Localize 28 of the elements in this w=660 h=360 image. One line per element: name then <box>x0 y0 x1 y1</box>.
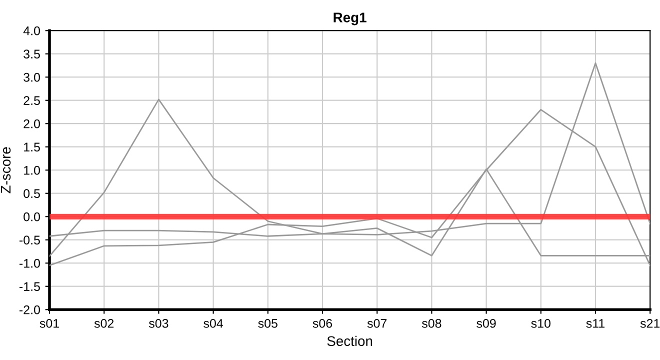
x-tick-label: s08 <box>422 318 442 328</box>
chart-title: Reg1 <box>334 12 366 26</box>
y-tick-label: 0.0 <box>24 212 40 222</box>
y-tick-label: 3.0 <box>24 72 40 82</box>
x-tick-label: s21 <box>640 318 660 328</box>
y-tick-label: -2.0 <box>19 305 40 314</box>
y-tick-label: 2.5 <box>24 96 40 105</box>
x-tick-label: s04 <box>204 318 224 328</box>
x-tick-label: s10 <box>531 318 550 328</box>
y-tick-label: -1.0 <box>19 258 40 268</box>
y-tick-label: 4.0 <box>23 26 40 36</box>
y-tick-label: -0.5 <box>19 236 40 244</box>
y-tick-label: -1.5 <box>19 282 40 291</box>
x-tick-label: s05 <box>258 318 278 328</box>
x-tick-label: s06 <box>312 318 332 328</box>
y-tick-label: 1.5 <box>24 142 40 152</box>
y-tick-label: 2.0 <box>24 119 40 128</box>
x-tick-label: s11 <box>586 319 605 328</box>
x-tick-label: s07 <box>367 318 387 328</box>
x-tick-label: s01 <box>40 318 59 328</box>
y-axis-title: Z-score <box>0 147 11 194</box>
y-tick-label: 0.5 <box>24 189 40 198</box>
y-tick-label: 3.5 <box>24 50 40 58</box>
x-tick-label: s09 <box>476 318 496 328</box>
x-axis-title: Section <box>327 336 372 346</box>
y-tick-label: 1.0 <box>24 166 40 175</box>
x-tick-label: s02 <box>94 318 114 328</box>
x-tick-label: s03 <box>148 318 168 328</box>
